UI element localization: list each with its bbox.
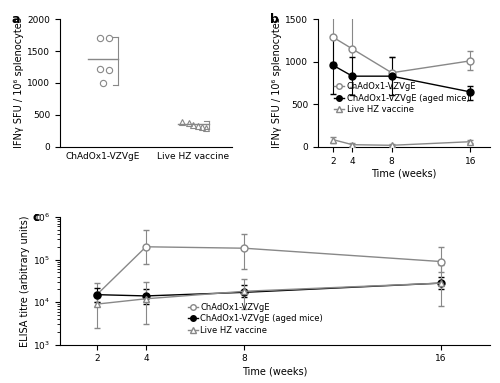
Text: a: a [12, 13, 20, 26]
Legend: ChAdOx1-VZVgE, ChAdOx1-VZVgE (aged mice), Live HZ vaccine: ChAdOx1-VZVgE, ChAdOx1-VZVgE (aged mice)… [184, 299, 326, 338]
Text: b: b [270, 13, 278, 26]
Y-axis label: IFNγ SFU / 10⁶ splenocytes: IFNγ SFU / 10⁶ splenocytes [272, 18, 282, 149]
Y-axis label: ELISA titre (arbitrary units): ELISA titre (arbitrary units) [20, 215, 30, 347]
Text: c: c [32, 211, 40, 224]
X-axis label: Time (weeks): Time (weeks) [242, 366, 308, 376]
Legend: ChAdOx1-VZVgE, ChAdOx1-VZVgE (aged mice), Live HZ vaccine: ChAdOx1-VZVgE, ChAdOx1-VZVgE (aged mice)… [331, 79, 472, 118]
Y-axis label: IFNγ SFU / 10⁶ splenocytes: IFNγ SFU / 10⁶ splenocytes [14, 18, 24, 149]
X-axis label: Time (weeks): Time (weeks) [372, 168, 436, 178]
